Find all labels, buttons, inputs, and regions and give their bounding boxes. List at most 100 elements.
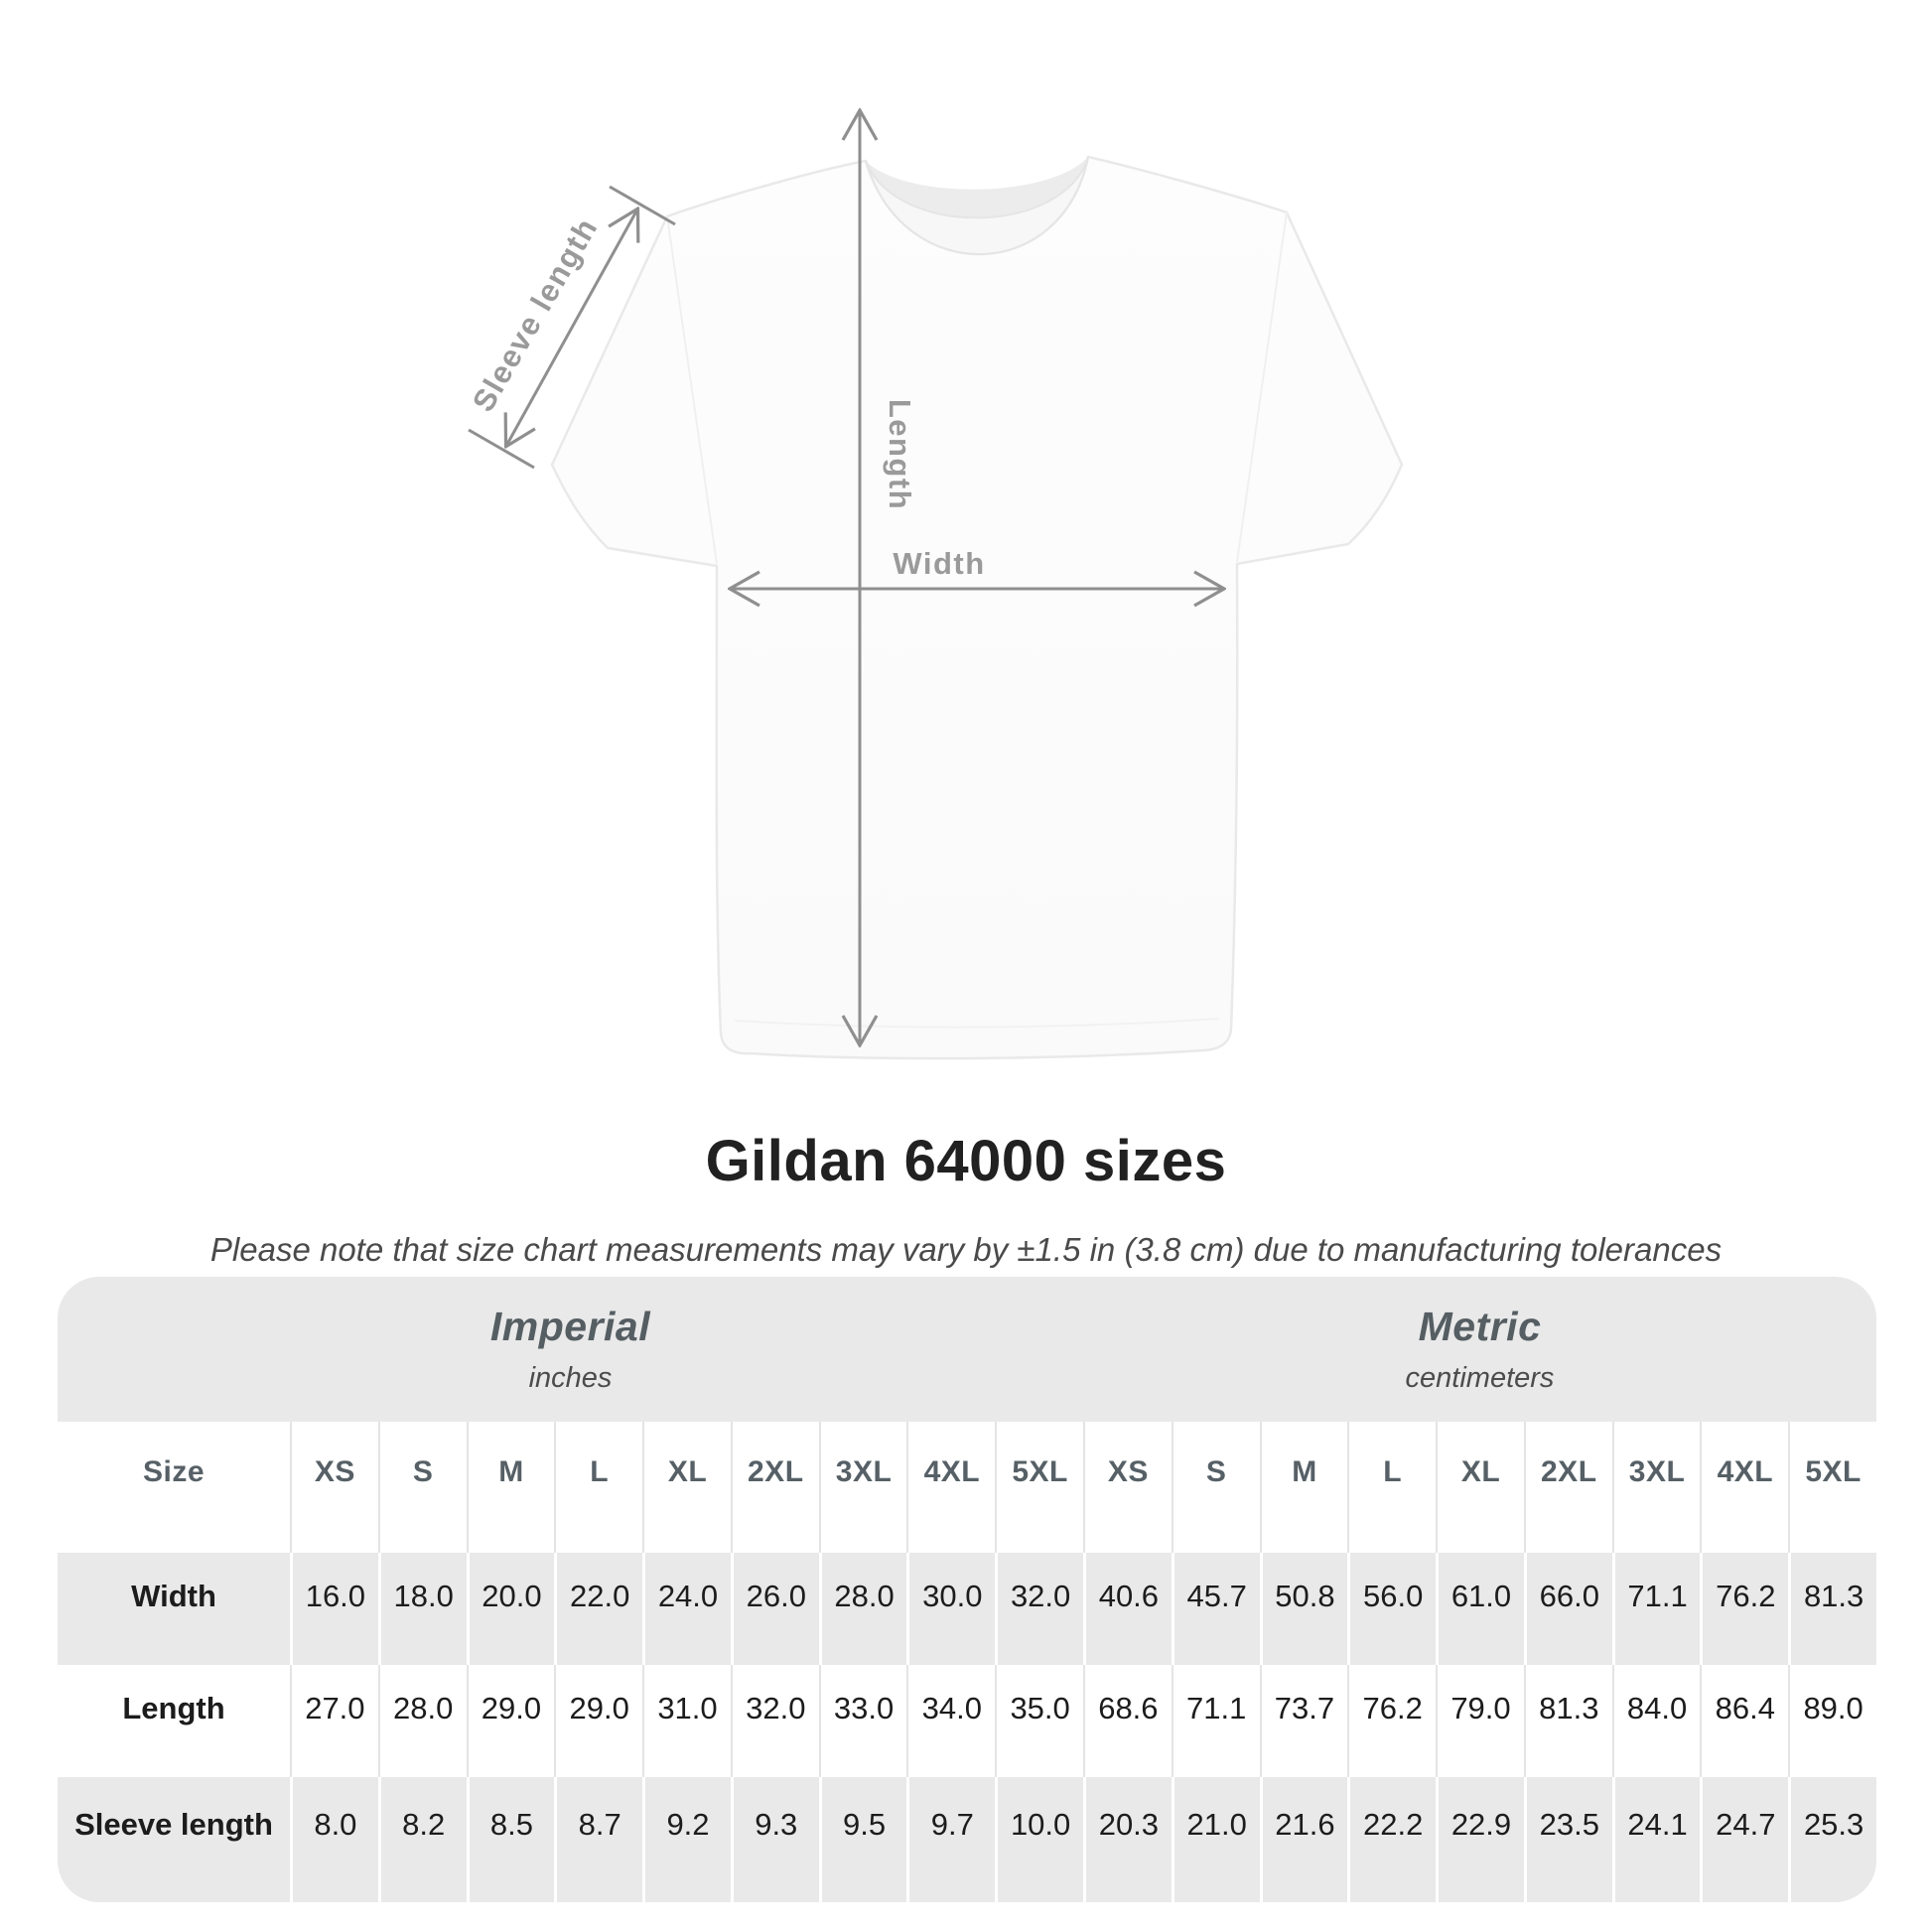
unit-header-band: Imperial inches Metric centimeters (58, 1277, 1876, 1422)
sleeve-metric-value: 24.1 (1611, 1777, 1701, 1902)
size-header-imperial: XS (290, 1422, 378, 1553)
length-metric-value: 68.6 (1083, 1665, 1172, 1777)
size-header-imperial: 3XL (818, 1422, 907, 1553)
length-imperial-value: 34.0 (906, 1665, 995, 1777)
size-header-metric: L (1347, 1422, 1436, 1553)
size-header-metric: M (1259, 1422, 1348, 1553)
tshirt-graphic (550, 155, 1404, 1060)
tolerance-note: Please note that size chart measurements… (209, 1231, 1723, 1268)
size-header-imperial: S (377, 1422, 467, 1553)
sleeve-imperial-value: 8.2 (377, 1777, 467, 1902)
length-imperial-value: 33.0 (818, 1665, 907, 1777)
size-header-metric: 2XL (1523, 1422, 1612, 1553)
dimension-end-tick (609, 185, 676, 226)
metric-title: Metric (1418, 1304, 1542, 1349)
length-imperial-value: 28.0 (377, 1665, 467, 1777)
imperial-unit: inches (528, 1362, 613, 1394)
width-imperial-value: 32.0 (995, 1553, 1083, 1665)
sleeve-length-label: Sleeve length (466, 211, 605, 417)
metric-header: Metric centimeters (1083, 1277, 1876, 1422)
length-imperial-value: 31.0 (642, 1665, 731, 1777)
size-header-metric: S (1171, 1422, 1260, 1553)
length-imperial-value: 32.0 (730, 1665, 819, 1777)
size-header-imperial: 2XL (730, 1422, 819, 1553)
width-metric-value: 66.0 (1523, 1553, 1612, 1665)
width-label: Width (893, 546, 985, 581)
sleeve-imperial-value: 9.5 (818, 1777, 907, 1902)
dimension-end-tick (468, 428, 535, 470)
length-metric-value: 73.7 (1259, 1665, 1348, 1777)
sleeve-metric-value: 21.6 (1259, 1777, 1348, 1902)
width-metric-value: 40.6 (1083, 1553, 1172, 1665)
width-imperial-value: 28.0 (818, 1553, 907, 1665)
table-row-width: Width 16.0 18.0 20.0 22.0 24.0 26.0 28.0… (58, 1553, 1876, 1665)
table-row-sleeve-length: Sleeve length 8.0 8.2 8.5 8.7 9.2 9.3 9.… (58, 1777, 1876, 1902)
sleeve-metric-value: 20.3 (1083, 1777, 1172, 1902)
collar-band (865, 156, 1089, 255)
sleeve-imperial-value: 9.3 (730, 1777, 819, 1902)
sleeve-imperial-value: 9.2 (642, 1777, 731, 1902)
sleeve-metric-value: 24.7 (1700, 1777, 1788, 1902)
page-title: Gildan 64000 sizes (705, 1129, 1227, 1193)
length-imperial-value: 29.0 (466, 1665, 555, 1777)
width-metric-value: 81.3 (1788, 1553, 1876, 1665)
row-label: Sleeve length (74, 1807, 273, 1842)
size-header-imperial: XL (642, 1422, 731, 1553)
sleeve-metric-value: 23.5 (1523, 1777, 1612, 1902)
sleeve-imperial-value: 8.5 (466, 1777, 555, 1902)
collar-opening (866, 157, 1088, 218)
width-metric-value: 76.2 (1700, 1553, 1788, 1665)
length-metric-value: 84.0 (1611, 1665, 1701, 1777)
sleeve-metric-value: 22.9 (1436, 1777, 1524, 1902)
sleeve-metric-value: 25.3 (1788, 1777, 1876, 1902)
length-imperial-value: 27.0 (290, 1665, 378, 1777)
size-header-metric: 5XL (1788, 1422, 1876, 1553)
length-label: Length (883, 399, 917, 510)
width-metric-value: 61.0 (1436, 1553, 1524, 1665)
width-metric-value: 56.0 (1347, 1553, 1436, 1665)
table-row-length: Length 27.0 28.0 29.0 29.0 31.0 32.0 33.… (58, 1665, 1876, 1777)
width-imperial-value: 20.0 (466, 1553, 555, 1665)
row-label: Width (131, 1578, 216, 1613)
size-header-imperial: 4XL (906, 1422, 995, 1553)
length-imperial-value: 35.0 (995, 1665, 1083, 1777)
length-metric-value: 79.0 (1436, 1665, 1524, 1777)
imperial-header: Imperial inches (58, 1277, 1083, 1422)
size-header-metric: 3XL (1611, 1422, 1701, 1553)
length-metric-value: 86.4 (1700, 1665, 1788, 1777)
width-metric-value: 45.7 (1171, 1553, 1260, 1665)
sleeve-imperial-value: 10.0 (995, 1777, 1083, 1902)
size-header-row: Size XS S M L XL 2XL 3XL 4XL 5XL XS S M … (58, 1422, 1876, 1553)
length-imperial-value: 29.0 (554, 1665, 642, 1777)
width-imperial-value: 16.0 (290, 1553, 378, 1665)
sleeve-metric-value: 22.2 (1347, 1777, 1436, 1902)
imperial-title: Imperial (489, 1304, 651, 1349)
size-header-metric: XS (1083, 1422, 1172, 1553)
length-metric-value: 76.2 (1347, 1665, 1436, 1777)
sleeve-metric-value: 21.0 (1171, 1777, 1260, 1902)
size-column-label: Size (142, 1455, 206, 1488)
sleeve-imperial-value: 8.0 (290, 1777, 378, 1902)
size-header-metric: XL (1436, 1422, 1524, 1553)
length-metric-value: 71.1 (1171, 1665, 1260, 1777)
size-header-imperial: M (466, 1422, 555, 1553)
width-imperial-value: 22.0 (554, 1553, 642, 1665)
width-imperial-value: 26.0 (730, 1553, 819, 1665)
size-header-imperial: 5XL (995, 1422, 1083, 1553)
length-metric-value: 81.3 (1523, 1665, 1612, 1777)
sleeve-imperial-value: 8.7 (554, 1777, 642, 1902)
width-imperial-value: 24.0 (642, 1553, 731, 1665)
width-imperial-value: 30.0 (906, 1553, 995, 1665)
length-metric-value: 89.0 (1788, 1665, 1876, 1777)
metric-unit: centimeters (1405, 1362, 1555, 1394)
size-table: Imperial inches Metric centimeters Size … (58, 1277, 1876, 1902)
row-label: Length (122, 1690, 225, 1725)
width-metric-value: 71.1 (1611, 1553, 1701, 1665)
width-metric-value: 50.8 (1259, 1553, 1348, 1665)
tshirt-measurement-diagram: Sleeve length Length Width (466, 0, 1404, 1060)
sleeve-length-dimension (468, 185, 676, 470)
size-header-imperial: L (554, 1422, 642, 1553)
width-imperial-value: 18.0 (377, 1553, 467, 1665)
size-header-metric: 4XL (1700, 1422, 1788, 1553)
